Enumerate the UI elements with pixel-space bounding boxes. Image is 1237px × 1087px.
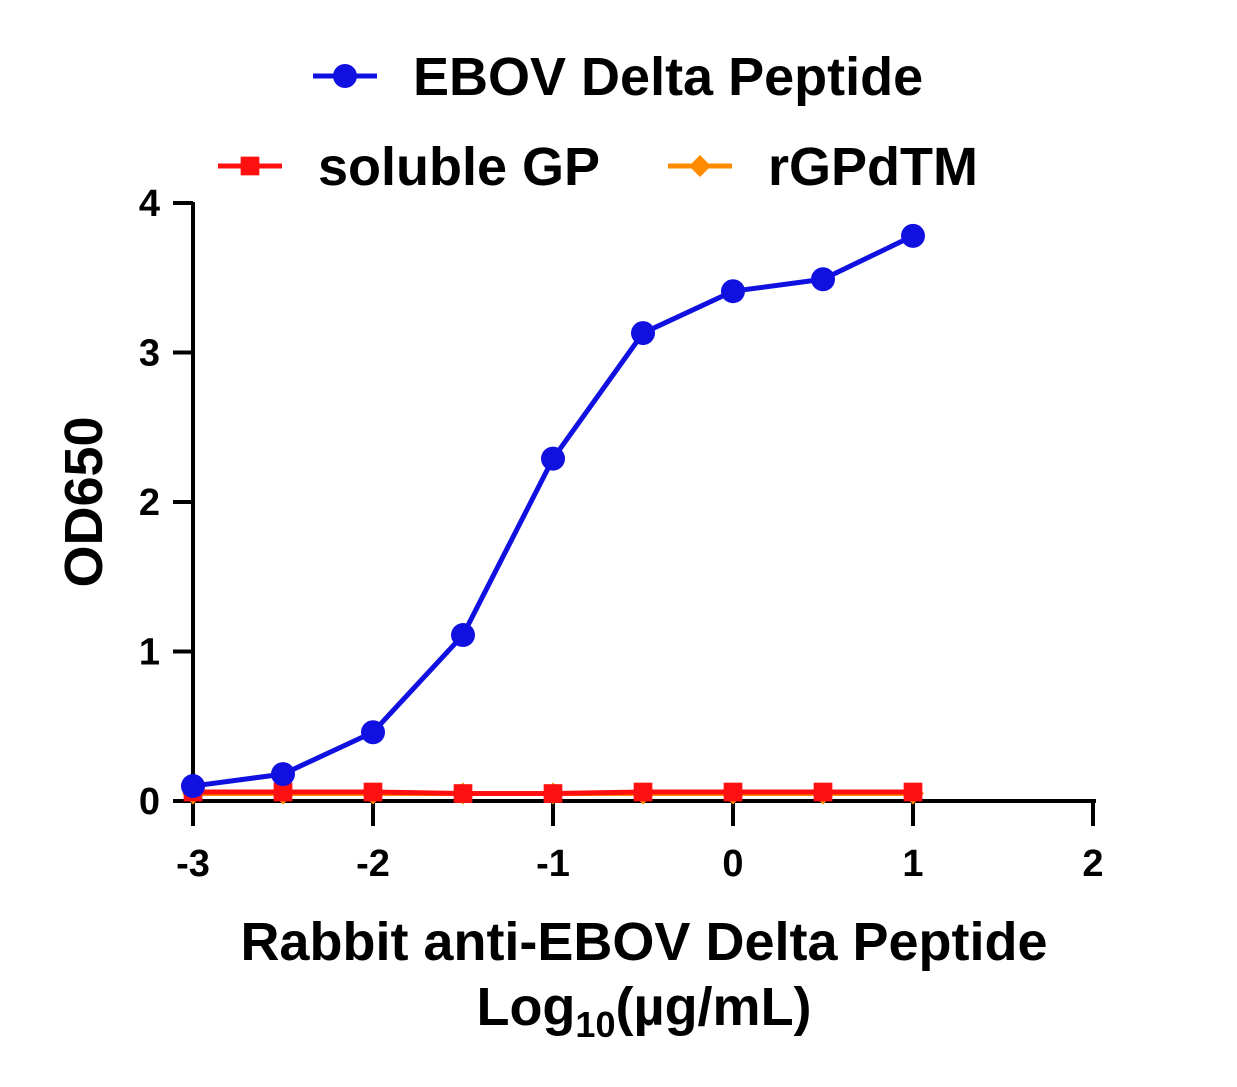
data-point [813,782,833,802]
x-tick-label: 0 [722,843,743,885]
x-axis-title-line2: Log10(µg/mL) [476,977,811,1045]
series-line [192,233,915,789]
data-point [903,782,923,802]
legend-marker [240,156,260,176]
data-point [453,784,473,803]
x-axis-title-line1: Rabbit anti-EBOV Delta Peptide [240,912,1047,972]
legend-item: soluble GP [218,137,600,197]
legend-item: EBOV Delta Peptide [313,47,923,107]
x-tick-label: -2 [356,843,390,885]
y-tick-label: 0 [139,781,160,823]
x-tick-label: -1 [536,843,570,885]
legend-label: rGPdTM [768,137,978,197]
series-ebov-delta-peptide [181,223,925,799]
data-point [721,279,745,304]
legend-item: rGPdTM [668,137,978,197]
x-tick-label: 1 [902,843,923,885]
x-axis-title-log: Log [476,977,575,1037]
y-tick-label: 1 [139,632,160,674]
x-ticks: -3 -2 -1 0 1 2 [176,801,1104,885]
series-layer [181,223,925,805]
x-tick-label: 2 [1082,843,1103,885]
x-tick-label: -3 [176,843,210,885]
data-point [273,782,293,802]
data-point [631,321,655,346]
legend-marker [689,155,711,177]
axes [191,202,1096,803]
data-point [181,774,205,799]
data-point [541,446,565,471]
x-axis-title-units: (µg/mL) [615,977,811,1037]
data-point [451,623,475,648]
data-point [271,762,295,787]
y-axis-title: OD650 [54,416,114,587]
legend-marker [333,64,357,88]
legend-label: EBOV Delta Peptide [413,47,923,107]
legend: EBOV Delta Peptide soluble GP rGPdTM [218,47,978,197]
data-point [361,720,385,745]
y-tick-label: 3 [139,333,160,375]
data-point [901,223,925,248]
data-point [723,782,743,802]
y-tick-label: 4 [139,183,160,225]
y-ticks: 0 1 2 3 4 [139,183,193,823]
y-tick-label: 2 [139,482,160,524]
data-point [633,782,653,802]
data-point [811,267,835,292]
data-point [543,784,563,803]
legend-label: soluble GP [318,137,600,197]
data-point [363,782,383,802]
x-axis-title-subscript: 10 [575,1004,615,1045]
